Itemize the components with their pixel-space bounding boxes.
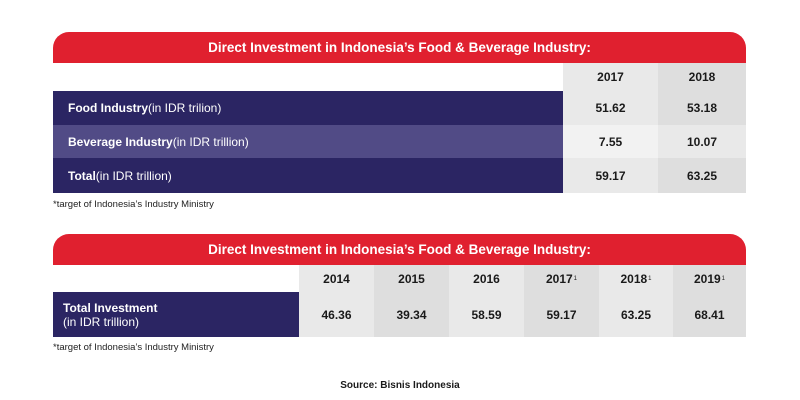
table1-footnote: *target of Indonesia’s Industry Ministry — [53, 199, 214, 210]
row-label-unit: (in IDR trillion) — [63, 314, 140, 329]
table2-footnote: *target of Indonesia’s Industry Ministry — [53, 342, 214, 353]
table1-total-2017: 59.17 — [563, 158, 658, 193]
table2-year-2016: 2016 — [449, 265, 524, 292]
table2-year-2018: 2018 1 — [599, 265, 673, 292]
table2-value-2018: 63.25 — [599, 292, 673, 337]
year-label: 2019 — [693, 271, 721, 286]
row-label-bold: Beverage Industry — [68, 134, 173, 149]
table1-food-2018: 53.18 — [658, 91, 746, 125]
table1-year-2017: 2017 — [563, 63, 658, 91]
year-label: 2017 — [545, 271, 573, 286]
row-label-unit: (in IDR trilion) — [148, 101, 222, 115]
table2-value-2019: 68.41 — [673, 292, 746, 337]
table1-row-beverage: Beverage Industry (in IDR trillion) — [53, 125, 563, 158]
table1-year-2018: 2018 — [658, 63, 746, 91]
table2-value-2014: 46.36 — [299, 292, 374, 337]
table2-year-2019: 2019 1 — [673, 265, 746, 292]
row-label-unit: (in IDR trillion) — [95, 168, 172, 183]
table2-value-2016: 58.59 — [449, 292, 524, 337]
table2-title: Direct Investment in Indonesia’s Food & … — [53, 234, 746, 265]
table2-value-2017: 59.17 — [524, 292, 599, 337]
row-label-bold: Total Investment — [63, 300, 158, 315]
source-credit: Source: Bisnis Indonesia — [340, 380, 460, 391]
table2-row-total-investment: Total Investment (in IDR trillion) — [53, 292, 299, 337]
table2-value-2015: 39.34 — [374, 292, 449, 337]
table2-year-2014: 2014 — [299, 265, 374, 292]
target-mark: 1 — [721, 275, 726, 282]
target-mark: 1 — [648, 275, 652, 282]
table1-title: Direct Investment in Indonesia’s Food & … — [53, 32, 746, 63]
table1-row-total: Total (in IDR trillion) — [53, 158, 563, 193]
table1-row-food: Food Industry (in IDR trilion) — [53, 91, 563, 125]
table1-beverage-2018: 10.07 — [658, 125, 746, 158]
target-mark: 1 — [573, 275, 578, 282]
year-label: 2018 — [620, 271, 648, 286]
table1-beverage-2017: 7.55 — [563, 125, 658, 158]
table1-food-2017: 51.62 — [563, 91, 658, 125]
table1-total-2018: 63.25 — [658, 158, 746, 193]
table2-year-2017: 2017 1 — [524, 265, 599, 292]
row-label-unit: (in IDR trillion) — [172, 134, 249, 149]
row-label-bold: Food Industry — [68, 101, 148, 115]
row-label-bold: Total — [68, 168, 96, 183]
table2-year-2015: 2015 — [374, 265, 449, 292]
